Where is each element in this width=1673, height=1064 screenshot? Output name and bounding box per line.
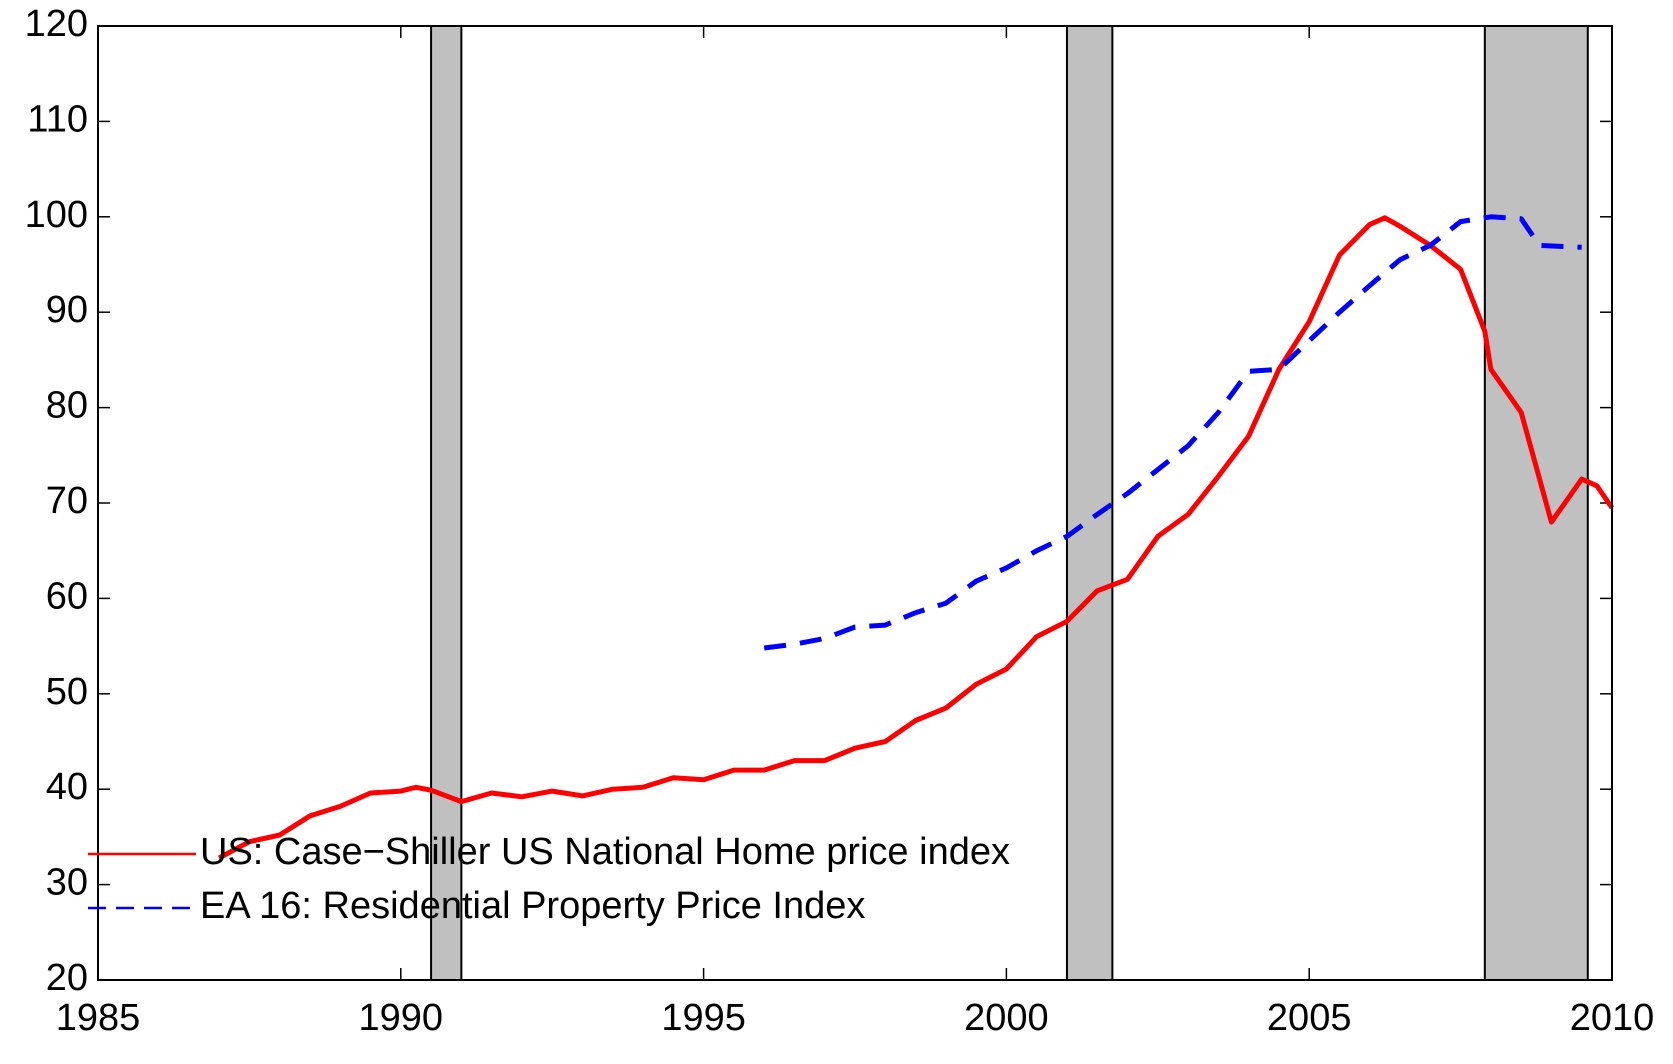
- y-tick-label: 60: [46, 575, 88, 617]
- legend-label: US: Case−Shiller US National Home price …: [200, 831, 1010, 873]
- legend-label: EA 16: Residential Property Price Index: [200, 885, 865, 927]
- plot-frame: [97, 25, 1613, 981]
- y-tick-label: 40: [46, 766, 88, 808]
- series-line: [763, 214, 1582, 651]
- y-tick-label: 70: [46, 480, 88, 522]
- recession-band: [1483, 25, 1589, 981]
- y-tick-label: 90: [46, 289, 88, 331]
- x-tick-label: 1990: [359, 997, 444, 1039]
- series-line: [217, 215, 1615, 861]
- y-tick-label: 100: [25, 194, 88, 236]
- y-tick-label: 110: [27, 98, 88, 140]
- x-tick-label: 1985: [56, 997, 141, 1039]
- recession-band: [1065, 25, 1114, 981]
- y-tick-label: 50: [46, 671, 88, 713]
- y-tick-label: 20: [46, 957, 88, 999]
- x-tick-label: 2010: [1570, 997, 1655, 1039]
- recession-band: [430, 25, 463, 981]
- x-tick-label: 2000: [964, 997, 1049, 1039]
- x-tick-label: 2005: [1267, 997, 1352, 1039]
- y-tick-label: 80: [46, 385, 88, 427]
- y-tick-label: 30: [46, 862, 88, 904]
- x-tick-label: 1995: [661, 997, 746, 1039]
- y-tick-label: 120: [25, 3, 88, 45]
